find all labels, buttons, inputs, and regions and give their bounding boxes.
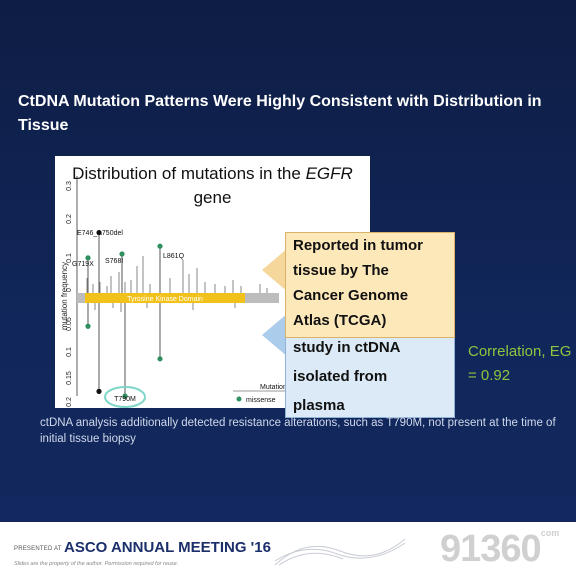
upper-ticks: 0.3 0.2 0.1 0 xyxy=(66,181,73,292)
figure-title-suffix: gene xyxy=(193,188,232,207)
figure-title-gene: EGFR xyxy=(305,164,353,183)
tcga-line: tissue by The xyxy=(293,262,389,279)
slide-title: CtDNA Mutation Patterns Were Highly Cons… xyxy=(18,93,542,134)
meeting-name: ASCO ANNUAL MEETING '16 xyxy=(64,539,271,556)
label-g719x: G719X xyxy=(72,261,94,268)
upper-point-g719x xyxy=(85,255,91,261)
tick-lower-0.1: 0.1 xyxy=(66,347,73,357)
tick-lower-0.05: 0.05 xyxy=(66,317,73,331)
label-e746-a750del: E746_A750del xyxy=(77,230,123,237)
figure-title-prefix: Distribution of mutations in the xyxy=(72,164,306,183)
t790m-highlight-ring xyxy=(104,386,146,408)
tick-upper-0.3: 0.3 xyxy=(66,181,73,191)
tick-upper-0.2: 0.2 xyxy=(66,214,73,224)
resistance-note: ctDNA analysis additionally detected res… xyxy=(40,417,556,445)
label-t790m: T790M xyxy=(114,396,136,403)
footer-disclaimer: Slides are the property of the author. P… xyxy=(14,561,179,567)
watermark-text: 9136 xyxy=(440,528,522,570)
upper-point-e746_a750del xyxy=(96,229,102,236)
chart-marks xyxy=(85,229,163,399)
tick-lower-0.2: 0.2 xyxy=(66,397,73,407)
y-axis-label: mutation frequency xyxy=(60,262,69,330)
lower-point-g719x xyxy=(85,323,91,329)
legend-title: Mutation xyxy=(260,384,287,391)
watermark: 91360com xyxy=(440,528,559,571)
mutation-chart: mutation frequency 0.3 0.2 0.1 0 0.05 0.… xyxy=(60,176,300,408)
correlation-line-2: = 0.92 xyxy=(468,367,511,384)
upper-point-s768i xyxy=(119,251,125,257)
watermark-small: com xyxy=(540,528,560,538)
tick-upper-0.1: 0.1 xyxy=(66,253,73,263)
correlation-text: Correlation, EG = 0.92 xyxy=(468,340,571,388)
label-s768i: S768I xyxy=(105,258,123,265)
lower-point-l861q xyxy=(157,356,163,362)
minor-stems xyxy=(86,256,268,312)
upper-point-l861q xyxy=(157,243,163,249)
watermark-suffix: 0 xyxy=(520,528,542,570)
lower-ticks: 0.05 0.1 0.15 0.2 xyxy=(66,317,73,407)
footer: PRESENTED AT ASCO ANNUAL MEETING '16 Sli… xyxy=(0,522,576,577)
tick-lower-0.15: 0.15 xyxy=(66,371,73,385)
lower-point-t790m xyxy=(122,393,128,399)
lower-point-e746_a750del xyxy=(96,388,102,394)
ctdna-line: plasma xyxy=(293,397,345,414)
legend-missense-label: missense xyxy=(246,397,276,404)
correlation-line-1: Correlation, EG xyxy=(468,343,572,360)
figure-title: Distribution of mutations in the EGFR ge… xyxy=(55,162,370,210)
ctdna-line: isolated from xyxy=(293,368,388,385)
tyrosine-kinase-domain-label: Tyrosine Kinase Domain xyxy=(127,296,203,303)
tcga-callout: Reported in tumor tissue by The Cancer G… xyxy=(285,232,455,338)
tcga-line: Atlas (TCGA) xyxy=(293,312,387,329)
ctdna-callout: study in ctDNA isolated from plasma xyxy=(285,330,455,418)
presented-at-label: PRESENTED AT xyxy=(14,546,62,552)
tick-upper-0: 0 xyxy=(66,288,73,292)
tyrosine-kinase-domain xyxy=(85,293,245,303)
label-l861q: L861Q xyxy=(163,253,185,260)
ctdna-line: study in ctDNA xyxy=(293,339,401,356)
tcga-line: Cancer Genome xyxy=(293,287,409,304)
legend-missense-marker xyxy=(236,396,242,402)
tcga-line: Reported in tumor xyxy=(293,237,423,254)
asco-feather-logo xyxy=(274,538,406,566)
